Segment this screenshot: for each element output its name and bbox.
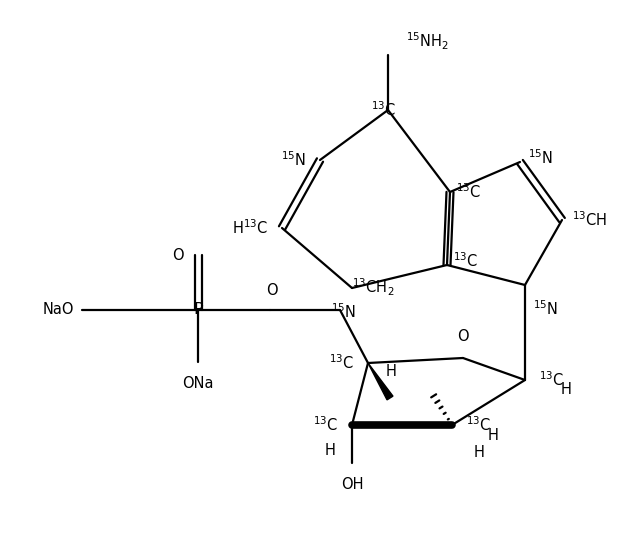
Text: $^{15}$NH$_2$: $^{15}$NH$_2$	[406, 30, 449, 52]
Text: H: H	[488, 427, 499, 442]
Text: O: O	[457, 329, 469, 344]
Text: $^{13}$C: $^{13}$C	[466, 416, 491, 435]
Text: $^{13}$C: $^{13}$C	[329, 354, 354, 372]
Text: H: H	[324, 443, 335, 458]
Text: OH: OH	[340, 477, 364, 492]
Text: $^{15}$N: $^{15}$N	[332, 302, 356, 321]
Text: $^{13}$C: $^{13}$C	[456, 183, 481, 202]
Polygon shape	[368, 363, 393, 400]
Text: ONa: ONa	[182, 376, 214, 391]
Text: $^{13}$CH$_2$: $^{13}$CH$_2$	[352, 277, 394, 298]
Text: $^{13}$C: $^{13}$C	[453, 251, 478, 270]
Text: $^{13}$CH: $^{13}$CH	[572, 211, 607, 230]
Text: NaO: NaO	[42, 302, 74, 318]
Text: H: H	[561, 382, 572, 398]
Text: P: P	[193, 302, 203, 318]
Text: O: O	[266, 283, 278, 298]
Text: H: H	[386, 363, 397, 379]
Text: $^{13}$C: $^{13}$C	[539, 371, 564, 389]
Text: H$^{13}$C: H$^{13}$C	[232, 218, 268, 237]
Text: $^{13}$C: $^{13}$C	[313, 416, 338, 435]
Text: $^{13}$C: $^{13}$C	[371, 101, 397, 119]
Text: $^{15}$N: $^{15}$N	[533, 299, 558, 318]
Text: $^{15}$N: $^{15}$N	[528, 148, 553, 167]
Text: $^{15}$N: $^{15}$N	[281, 151, 306, 169]
Text: O: O	[172, 248, 184, 263]
Text: H: H	[474, 445, 485, 460]
